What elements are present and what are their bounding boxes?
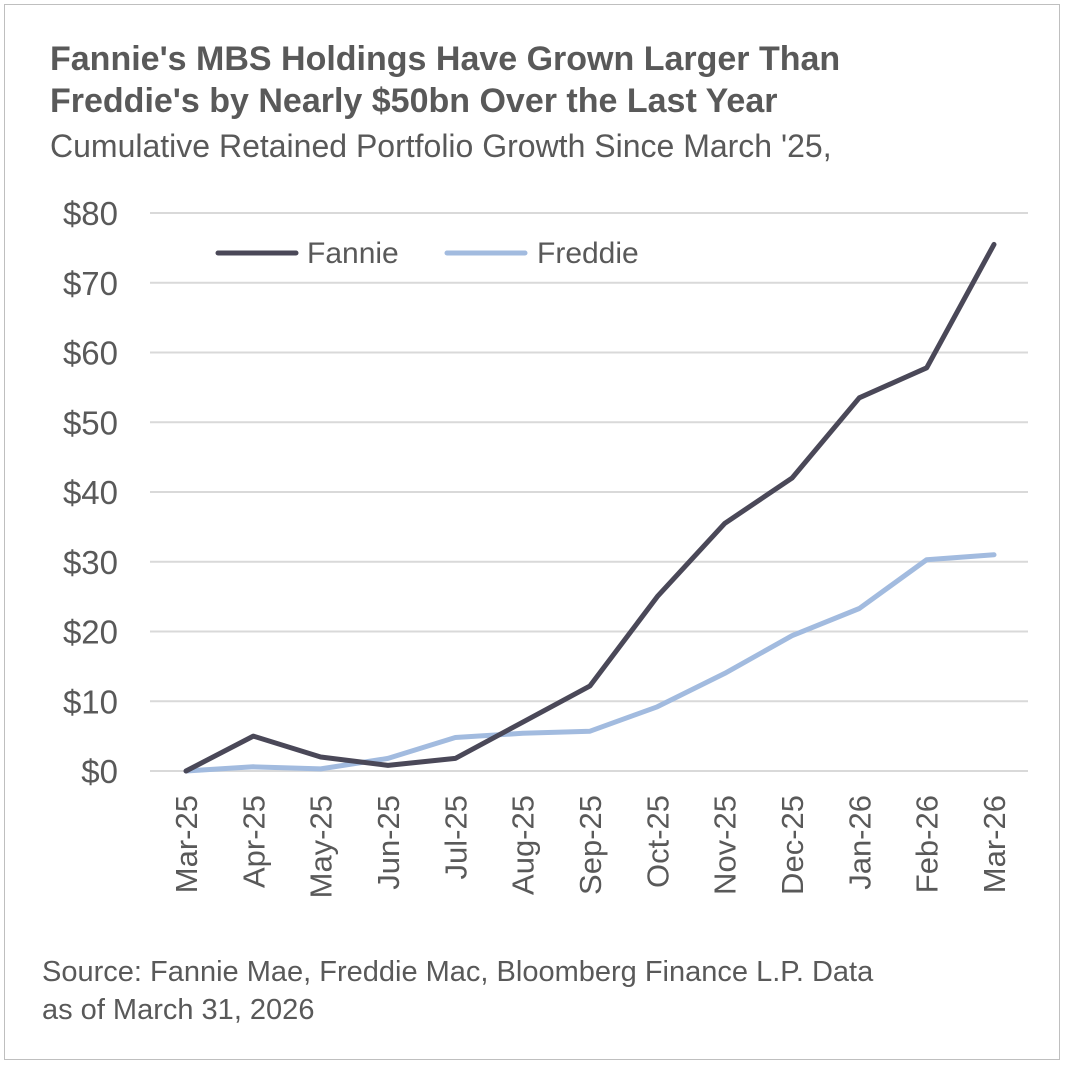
- chart-subtitle: Cumulative Retained Portfolio Growth Sin…: [50, 128, 832, 164]
- x-tick-label: Mar-25: [169, 795, 204, 893]
- x-tick-label: Mar-26: [977, 795, 1012, 893]
- legend: Fannie Freddie: [215, 237, 639, 270]
- y-tick-label: $80: [63, 195, 118, 232]
- chart-title-line-2: Freddie's by Nearly $50bn Over the Last …: [50, 82, 778, 120]
- y-tick-label: $40: [63, 474, 118, 511]
- x-tick-label: Nov-25: [708, 795, 743, 895]
- chart-title: Fannie's MBS Holdings Have Grown Larger …: [50, 38, 840, 122]
- chart-frame: [4, 4, 1060, 1060]
- series-lines: [183, 241, 997, 774]
- x-axis: Mar-25 Apr-25 May-25 Jun-25 Jul-25 Aug-25 Sep-…: [150, 770, 1028, 898]
- series-line-fannie: [183, 241, 997, 774]
- y-axis: $0 $10 $20 $30 $40 $50 $60 $70 $80: [63, 195, 118, 790]
- x-tick-label: Aug-25: [506, 795, 541, 895]
- x-tick-label: Jan-26: [842, 795, 877, 890]
- x-tick-label: Oct-25: [640, 795, 675, 888]
- y-tick-label: $60: [63, 335, 118, 372]
- x-tick-label: Dec-25: [775, 795, 810, 895]
- x-tick-label: Jun-25: [371, 795, 406, 890]
- source-line-2: as of March 31, 2026: [42, 994, 315, 1026]
- legend-label-fannie: Fannie: [307, 237, 399, 270]
- y-tick-label: $20: [63, 614, 118, 651]
- chart-title-line-1: Fannie's MBS Holdings Have Grown Larger …: [50, 40, 841, 78]
- y-tick-label: $50: [63, 404, 118, 441]
- x-tick-label: Apr-25: [236, 795, 271, 888]
- y-tick-label: $30: [63, 544, 118, 581]
- legend-label-freddie: Freddie: [537, 237, 639, 270]
- x-tick-label: May-25: [304, 795, 339, 898]
- source-note: Source: Fannie Mae, Freddie Mac, Bloombe…: [42, 953, 1042, 1029]
- x-tick-label: Sep-25: [573, 795, 608, 895]
- y-tick-label: $70: [63, 265, 118, 302]
- x-tick-label: Jul-25: [438, 795, 473, 879]
- y-tick-label: $10: [63, 683, 118, 720]
- series-line-freddie: [183, 552, 997, 774]
- y-tick-label: $0: [81, 753, 118, 790]
- x-tick-label: Feb-26: [910, 795, 945, 893]
- source-line-1: Source: Fannie Mae, Freddie Mac, Bloombe…: [42, 956, 874, 988]
